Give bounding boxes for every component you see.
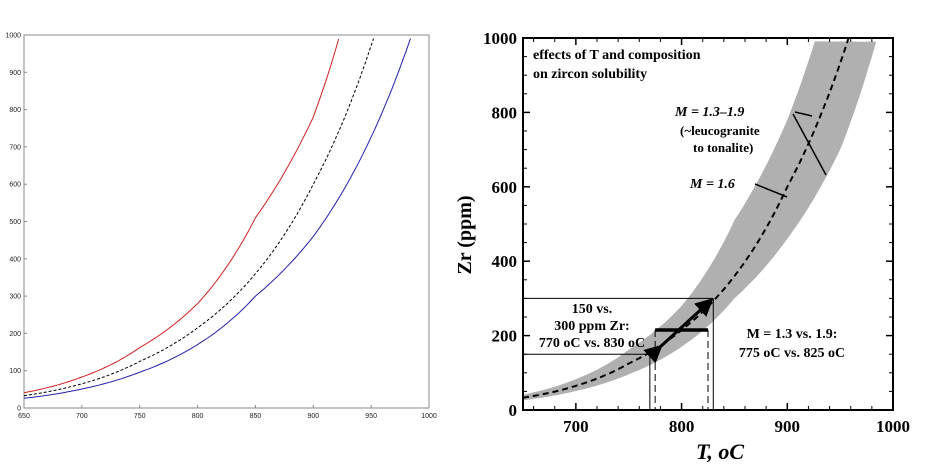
right-y-tick-label: 600 (492, 178, 518, 197)
right-x-axis-label: T, oC (696, 439, 744, 464)
left-y-ticks: 0 100 200 300 400 500 600 700 800 900 1000 (5, 33, 27, 413)
right-y-tick-label: 0 (509, 401, 518, 420)
left-y-tick-label: 100 (9, 368, 21, 375)
left-x-tick-label: 700 (76, 413, 88, 420)
box-title-line1: effects of T and composition (533, 48, 701, 63)
left-x-tick-label: 650 (18, 413, 30, 420)
left-y-tick-label: 200 (9, 331, 21, 338)
left-y-tick-label: 500 (9, 219, 21, 226)
left-y-tick-label: 0 (17, 406, 21, 413)
m16-dashed-curve (522, 37, 850, 399)
solubility-band (523, 41, 877, 401)
right-y-tick-label: 400 (492, 252, 518, 271)
left-middle-dashed-curve (23, 38, 374, 397)
right-y-tick-label: 800 (492, 103, 518, 122)
left-y-tick-label: 800 (9, 107, 21, 114)
left-x-tick-label: 750 (134, 413, 146, 420)
left-note-line2: 300 ppm Zr: (554, 319, 629, 334)
right-note-line1: M = 1.3 vs. 1.9: (747, 327, 838, 342)
right-chart: 700 800 900 1000 0 200 400 600 800 1000 effects … (454, 29, 910, 464)
left-chart: 650 700 750 800 850 900 950 1000 0 100 200 300 400 5… (5, 33, 436, 421)
curve-label: M = 1.6 (689, 177, 735, 192)
left-y-tick-label: 400 (9, 256, 21, 263)
left-lower-curve (23, 38, 411, 399)
left-x-ticks: 650 700 750 800 850 900 950 1000 (18, 405, 437, 420)
left-y-tick-label: 300 (9, 294, 21, 301)
label-leader-lines (754, 111, 827, 198)
left-upper-curve (23, 38, 340, 394)
right-x-ticks: 700 800 900 1000 (533, 38, 910, 436)
right-note-line2: 775 oC vs. 825 oC (739, 346, 845, 361)
left-x-tick-label: 850 (250, 413, 262, 420)
left-note-line3: 770 oC vs. 830 oC (539, 336, 645, 351)
right-x-tick-label: 900 (775, 417, 801, 436)
right-y-tick-label: 1000 (483, 29, 517, 48)
left-y-tick-label: 600 (9, 182, 21, 189)
right-x-tick-label: 800 (669, 417, 695, 436)
band-leader-b (792, 113, 827, 176)
left-x-tick-label: 800 (192, 413, 204, 420)
band-leader-a (794, 111, 813, 117)
left-series-group (23, 38, 411, 399)
left-note-line1: 150 vs. (572, 302, 612, 317)
band-label-sub2: to tonalite) (693, 140, 753, 155)
diagonal-arrow (643, 298, 714, 364)
left-plot-frame (23, 34, 430, 409)
left-x-tick-label: 900 (307, 413, 319, 420)
right-y-tick-label: 200 (492, 327, 518, 346)
left-y-tick-label: 700 (9, 144, 21, 151)
left-x-tick-label: 1000 (421, 413, 437, 420)
box-title-line2: on zircon solubility (533, 67, 647, 82)
right-y-axis-label: Zr (ppm) (454, 195, 476, 274)
right-y-ticks: 0 200 400 600 800 1000 (483, 29, 893, 420)
curve-leader (754, 183, 788, 198)
band-label-sub1: (~leucogranite (680, 123, 760, 138)
left-x-tick-label: 950 (365, 413, 377, 420)
left-y-tick-label: 900 (9, 70, 21, 77)
comparison-arrows (643, 298, 714, 364)
band-label: M = 1.3–1.9 (674, 105, 744, 120)
right-x-tick-label: 700 (563, 417, 589, 436)
left-y-tick-label: 1000 (5, 33, 21, 40)
right-x-tick-label: 1000 (876, 417, 910, 436)
